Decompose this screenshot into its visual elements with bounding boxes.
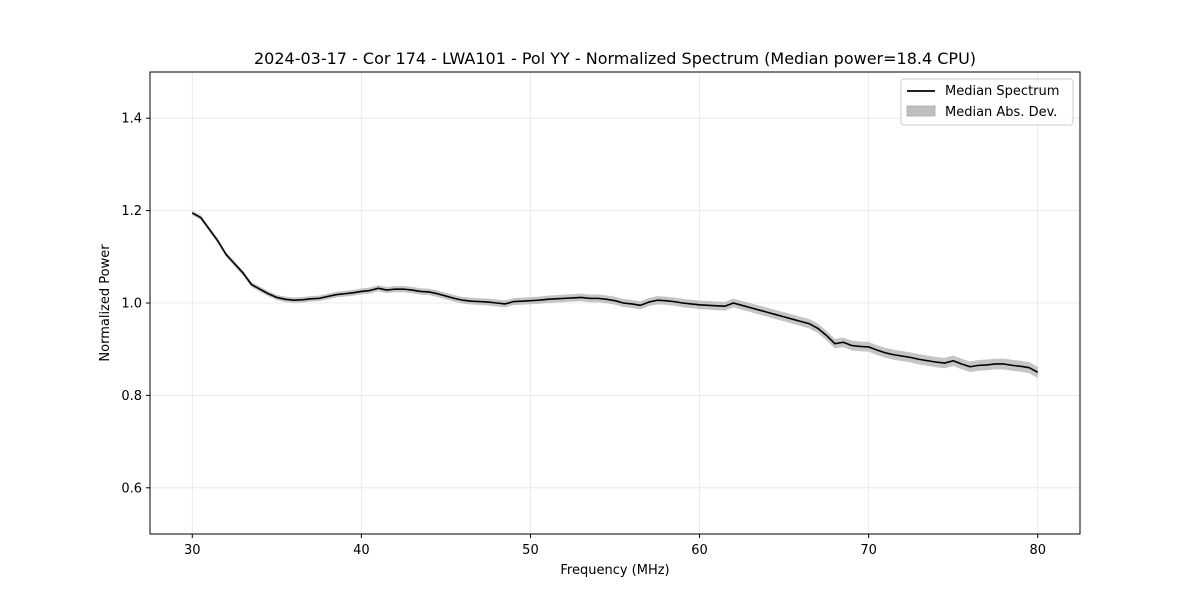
legend-box — [900, 78, 1074, 126]
median-line-group — [191, 212, 1039, 374]
y-tick-label: 0.8 — [121, 389, 142, 404]
x-tick-label: 60 — [691, 543, 708, 558]
chart-title: 2024-03-17 - Cor 174 - LWA101 - Pol YY -… — [254, 49, 976, 68]
x-tick-label: 30 — [184, 543, 201, 558]
x-tick-label: 70 — [860, 543, 877, 558]
x-axis-ticks: 30 40 50 60 70 80 — [184, 534, 1046, 558]
legend-band-swatch — [906, 105, 936, 117]
x-tick-label: 50 — [522, 543, 539, 558]
x-tick-label: 40 — [353, 543, 370, 558]
y-tick-label: 1.2 — [121, 204, 142, 219]
x-axis-label: Frequency (MHz) — [560, 563, 669, 578]
legend-label-mad: Median Abs. Dev. — [945, 105, 1057, 120]
mad-band-group — [192, 210, 1038, 378]
legend: Median Spectrum Median Abs. Dev. — [900, 78, 1074, 126]
y-axis-label: Normalized Power — [98, 244, 113, 362]
y-tick-label: 1.0 — [121, 297, 142, 312]
y-axis-ticks: 0.6 0.8 1.0 1.2 1.4 — [121, 112, 150, 496]
y-tick-label: 1.4 — [121, 112, 142, 127]
y-tick-label: 0.6 — [121, 481, 142, 496]
mad-band — [192, 210, 1038, 378]
median-spectrum-line — [191, 212, 1039, 374]
legend-label-median-spectrum: Median Spectrum — [945, 84, 1059, 99]
x-tick-label: 80 — [1029, 543, 1046, 558]
